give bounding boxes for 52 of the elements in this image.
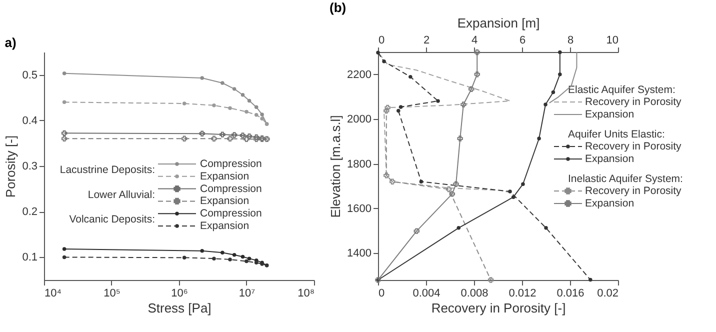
y-axis-title: Elevation [m.a.s.l] bbox=[328, 115, 344, 218]
legend-label: Expansion bbox=[585, 198, 634, 210]
annotation: Inelastic Aquifer System: bbox=[568, 173, 683, 185]
legend-label: Recovery in Porosity bbox=[585, 96, 682, 108]
annotation: Elastic Aquifer System: bbox=[568, 84, 676, 96]
x-tick-label: 0.004 bbox=[412, 288, 440, 300]
x-tick-label: 0.02 bbox=[597, 288, 618, 300]
x-tick-label: 10⁷ bbox=[238, 288, 256, 300]
x-tick-label: 10⁶ bbox=[171, 288, 188, 300]
chart-title: (b) bbox=[330, 0, 346, 15]
x2-tick-label: 6 bbox=[519, 34, 526, 46]
legend-label: Compression bbox=[200, 208, 262, 220]
chart-title: a) bbox=[4, 35, 16, 50]
x-tick-label: 0.016 bbox=[556, 288, 584, 300]
legend-label: Expansion bbox=[585, 108, 634, 120]
annotation: Lower Alluvial: bbox=[88, 188, 155, 201]
y-tick-label: 0.1 bbox=[22, 252, 38, 264]
y-tick-label: 0.2 bbox=[22, 206, 38, 218]
x-tick-label: 0.008 bbox=[460, 288, 488, 300]
annotation: Aquifer Units Elastic: bbox=[568, 128, 665, 140]
annotation: Lacustrine Deposits: bbox=[60, 164, 155, 176]
legend-label: Expansion bbox=[200, 195, 250, 208]
x-axis-title: Stress [Pa] bbox=[148, 300, 212, 316]
y-tick-label: 0.5 bbox=[22, 69, 38, 82]
legend-label: Expansion bbox=[200, 220, 250, 232]
y-axis-title: Porosity [-] bbox=[3, 135, 18, 198]
legend-label: Expansion bbox=[200, 170, 250, 182]
x-tick-label: 10⁴ bbox=[44, 288, 62, 300]
y-tick-label: 2000 bbox=[347, 114, 372, 126]
x2-axis-title: Expansion [m] bbox=[457, 16, 540, 30]
legend-label: Recovery in Porosity bbox=[585, 140, 682, 152]
y-tick-label: 0.4 bbox=[22, 114, 38, 127]
legend-label: Compression bbox=[200, 182, 262, 195]
x2-tick-label: 8 bbox=[567, 34, 574, 46]
annotation: Volcanic Deposits: bbox=[69, 214, 155, 226]
legend-label: Compression bbox=[200, 158, 262, 170]
legend-label: Expansion bbox=[585, 153, 634, 165]
y-tick-label: 2200 bbox=[347, 68, 372, 81]
x-tick-label: 10⁸ bbox=[298, 288, 314, 300]
x-tick-label: 10⁵ bbox=[104, 288, 120, 300]
x2-tick-label: 0 bbox=[378, 34, 385, 46]
x-tick-label: 0.012 bbox=[508, 288, 536, 300]
x2-tick-label: 2 bbox=[423, 34, 430, 46]
y-tick-label: 1400 bbox=[347, 248, 372, 260]
y-tick-label: 1800 bbox=[347, 158, 372, 170]
x-axis-title: Recovery in Porosity [-] bbox=[431, 300, 566, 316]
legend-label: Recovery in Porosity bbox=[585, 185, 682, 197]
x2-tick-label: 4 bbox=[471, 34, 478, 46]
x-tick-label: 0 bbox=[378, 288, 385, 300]
x2-tick-label: 10 bbox=[606, 34, 618, 46]
y-tick-label: 1600 bbox=[347, 202, 372, 215]
y-tick-label: 0.3 bbox=[22, 160, 38, 172]
